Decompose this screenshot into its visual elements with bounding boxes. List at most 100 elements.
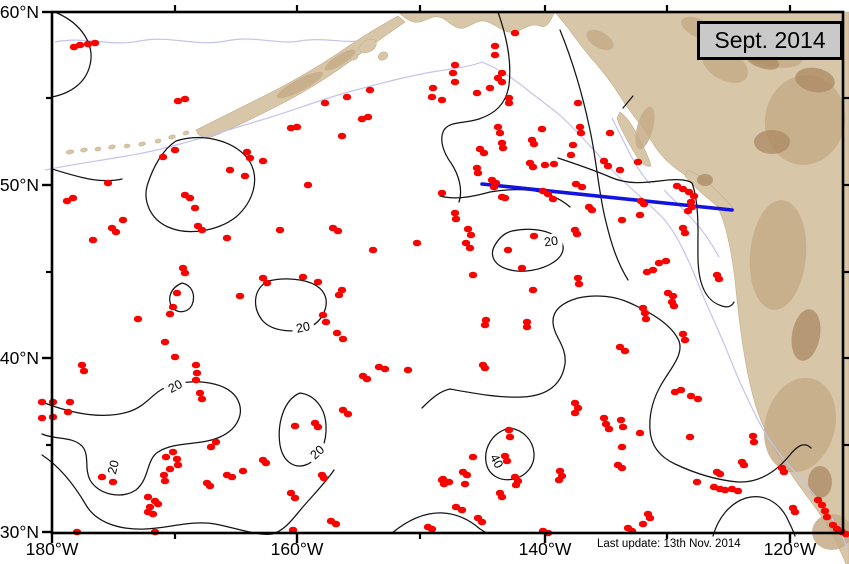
contour-label-halo	[539, 232, 563, 249]
float-dot	[173, 461, 183, 469]
float-dot	[617, 216, 627, 224]
float-dot	[528, 163, 538, 171]
float-dot	[148, 510, 158, 518]
float-dot	[197, 226, 207, 234]
contour-line	[255, 278, 327, 332]
float-dot	[601, 420, 611, 428]
float-dot	[618, 423, 628, 431]
island	[94, 146, 102, 152]
float-dot	[321, 318, 331, 326]
float-dot	[227, 473, 237, 481]
float-dot	[68, 194, 78, 202]
float-dot	[604, 425, 614, 433]
float-dot	[331, 520, 341, 528]
float-dot	[275, 226, 285, 234]
float-dot	[822, 513, 832, 521]
float-dot	[502, 457, 512, 465]
float-dot	[640, 309, 650, 317]
float-dot	[672, 182, 682, 190]
contour-label-halo	[290, 317, 316, 336]
float-dot	[820, 507, 830, 515]
date-title-box: Sept. 2014	[697, 21, 843, 60]
float-dot	[368, 246, 378, 254]
float-dot	[428, 84, 438, 92]
float-dot	[477, 518, 487, 526]
island	[359, 38, 377, 54]
float-dot	[480, 321, 490, 329]
contour-line	[559, 29, 629, 281]
float-dot	[161, 453, 171, 461]
float-dot	[65, 398, 75, 406]
float-dot	[485, 84, 495, 92]
float-dot	[238, 467, 248, 475]
float-dot	[334, 291, 344, 299]
float-dot	[571, 180, 581, 188]
float-dot	[111, 228, 121, 236]
float-dot	[168, 448, 178, 456]
float-dot	[813, 496, 823, 504]
y-axis-tick-label: 40°N	[0, 348, 39, 368]
terrain-shading-dark	[697, 174, 713, 186]
float-dot	[225, 166, 235, 174]
float-dot	[258, 274, 268, 282]
float-dot	[554, 476, 564, 484]
terrain-shading-dark	[795, 67, 835, 93]
float-dot	[504, 94, 514, 102]
terrain-shading	[276, 71, 324, 99]
float-dot	[427, 93, 437, 101]
float-dot	[427, 525, 437, 533]
float-dot	[362, 375, 372, 383]
float-dot	[570, 409, 580, 417]
island	[182, 130, 190, 136]
y-axis-tick-label: 50°N	[0, 175, 39, 195]
float-dot	[79, 367, 89, 375]
float-dot	[472, 89, 482, 97]
float-dot	[635, 429, 645, 437]
float-dot	[342, 93, 352, 101]
float-dot	[450, 78, 460, 86]
float-dot	[460, 480, 470, 488]
contour-label: 20	[295, 319, 312, 336]
float-dot	[380, 365, 390, 373]
float-dot	[490, 51, 500, 59]
contour-line	[169, 282, 195, 313]
date-title-label: Sept. 2014	[714, 27, 826, 53]
float-dot	[779, 468, 789, 476]
float-dot	[292, 123, 302, 131]
float-dot	[118, 216, 128, 224]
float-dot	[473, 169, 483, 177]
float-dot	[692, 478, 702, 486]
contour-line	[441, 11, 511, 203]
float-dot	[633, 158, 643, 166]
float-dot	[88, 236, 98, 244]
float-dot	[529, 140, 539, 148]
float-dot	[493, 123, 503, 131]
float-dot	[495, 129, 505, 137]
float-dot	[37, 414, 47, 422]
float-dot	[165, 465, 175, 473]
float-dot	[363, 113, 373, 121]
float-dot	[170, 353, 180, 361]
float-dot	[500, 194, 510, 202]
terrain-shading	[324, 49, 356, 71]
contour-label: 20	[105, 459, 122, 476]
contour-line	[51, 168, 123, 182]
float-dot	[290, 422, 300, 430]
float-dot	[504, 99, 514, 107]
float-dot	[258, 157, 268, 165]
float-dot	[191, 376, 201, 384]
float-dot	[320, 99, 330, 107]
float-dot	[75, 41, 85, 49]
float-dot	[319, 474, 329, 482]
float-dot	[489, 183, 499, 191]
contour-label: 20	[543, 234, 559, 250]
island	[80, 147, 88, 153]
float-dot	[575, 123, 585, 131]
float-dot	[211, 438, 221, 446]
float-dot	[468, 453, 478, 461]
float-dot	[108, 478, 118, 486]
float-dot	[468, 271, 478, 279]
float-dot	[235, 292, 245, 300]
float-dot	[153, 500, 163, 508]
float-dot	[158, 153, 168, 161]
